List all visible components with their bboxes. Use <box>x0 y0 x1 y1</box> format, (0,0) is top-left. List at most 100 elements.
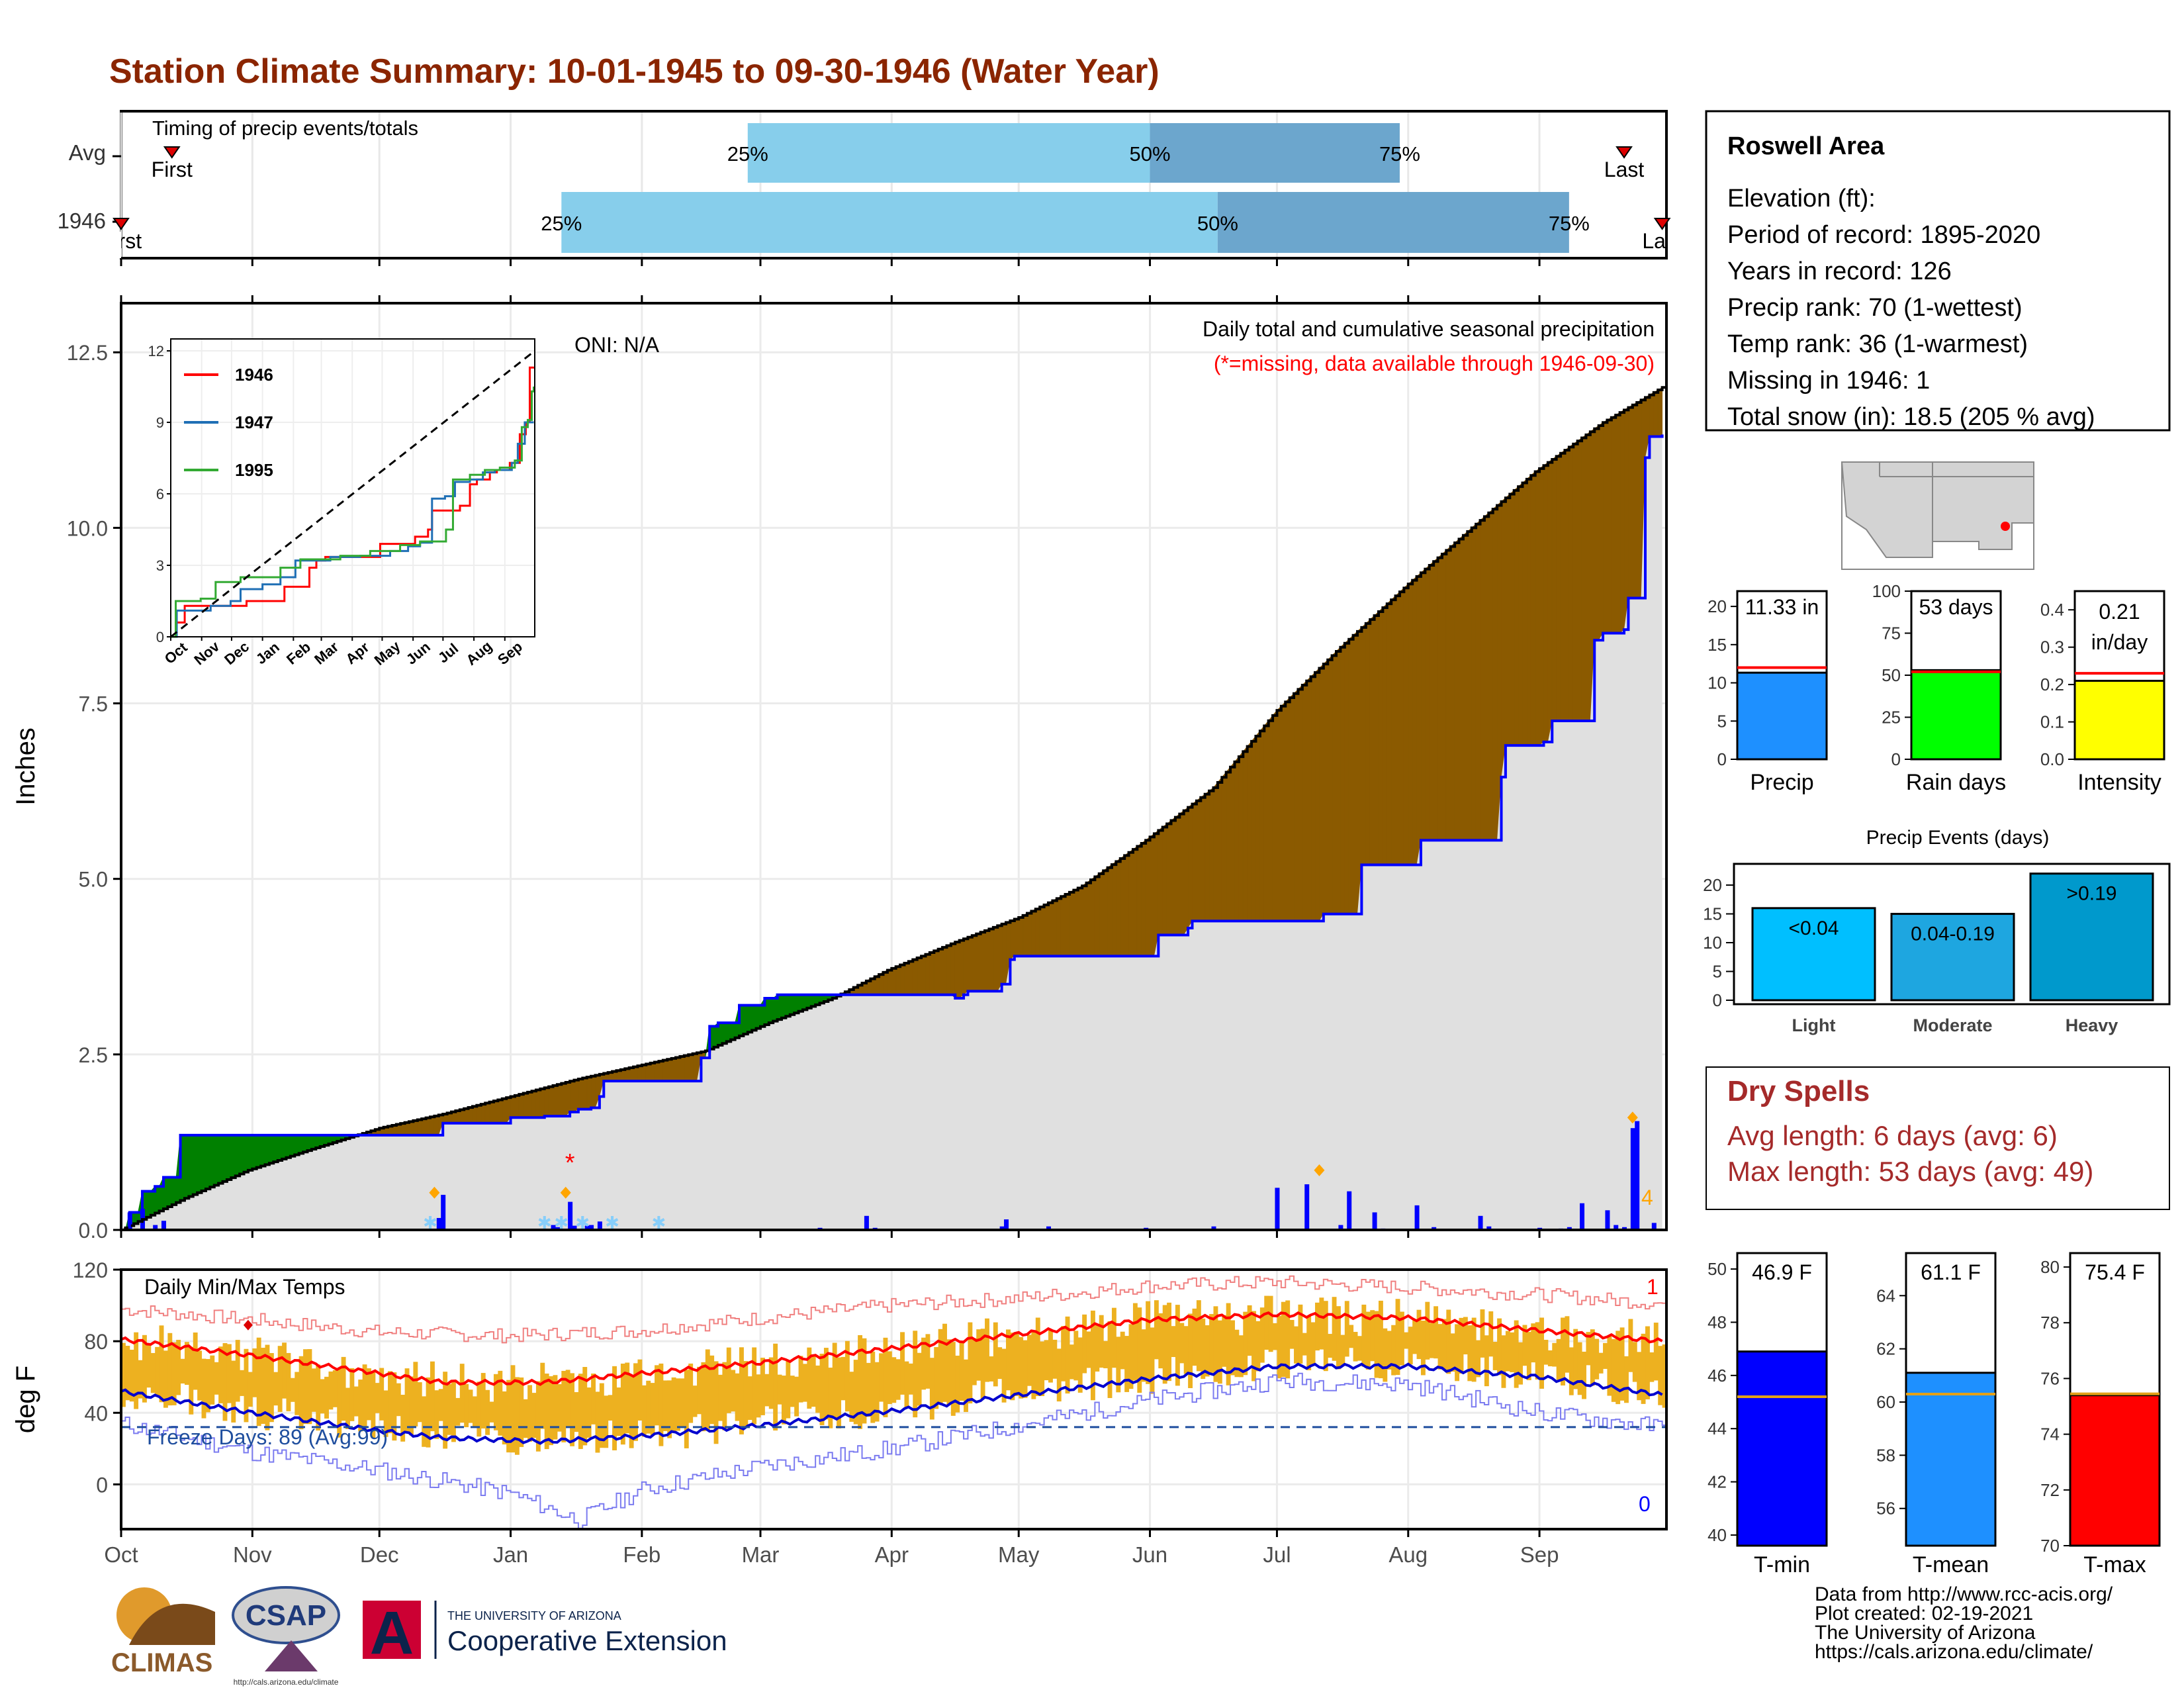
temp-daily-bar <box>756 1374 761 1418</box>
temp-daily-bar <box>760 1358 765 1415</box>
temp-daily-bar <box>1531 1323 1536 1363</box>
precip-departure-segment <box>1484 512 1489 841</box>
temp-daily-bar <box>134 1332 139 1409</box>
temp-daily-bar <box>1586 1332 1591 1366</box>
temp-gauge-value-label: 46.9 F <box>1752 1260 1812 1284</box>
precip-departure-segment <box>1124 851 1129 957</box>
temp-daily-bar <box>701 1362 706 1432</box>
temp-daily-bar <box>1476 1340 1481 1378</box>
csap-url: http://cals.arizona.edu/climate <box>234 1677 339 1687</box>
temp-daily-bar <box>1217 1320 1222 1384</box>
temp-daily-bar <box>1095 1324 1100 1372</box>
ua-a-block <box>363 1601 421 1659</box>
precip-departure-segment <box>1369 615 1375 865</box>
temp-daily-bar <box>1146 1301 1151 1384</box>
precip-1946-cumulative-line <box>121 434 1664 1231</box>
station-name: Roswell Area <box>1727 132 1885 160</box>
temp-daily-bar <box>265 1344 270 1430</box>
precip-departure-segment <box>574 1078 579 1113</box>
precip-departure-segment <box>269 1135 274 1164</box>
temp-daily-bar <box>1637 1352 1642 1401</box>
temp-gauge-tick-label: 42 <box>1707 1472 1727 1492</box>
precip-departure-segment <box>1450 542 1455 841</box>
temp-daily-bar <box>692 1385 698 1417</box>
temp-daily-bar <box>1061 1326 1066 1382</box>
temp-daily-bar <box>811 1356 816 1407</box>
events-ytick-label: 20 <box>1703 875 1722 895</box>
precip-departure-segment <box>222 1135 228 1182</box>
precip-events-chart: Precip Events (days) 0 5 10 15 20 <0.04 Light 0… <box>1703 827 2171 1035</box>
precip-daily-bar <box>1614 1225 1619 1230</box>
temp-daily-bar <box>1209 1314 1214 1373</box>
precip-departure-segment <box>1424 565 1430 841</box>
temp-xtick-label: Feb <box>623 1542 660 1567</box>
temp-daily-bar <box>565 1370 570 1427</box>
temp-gauge-tick-label: 78 <box>2040 1313 2060 1333</box>
precip-departure-segment <box>1657 387 1662 438</box>
precip-departure-segment <box>146 1191 152 1218</box>
temp-daily-bar <box>574 1392 579 1432</box>
precip-departure-segment <box>954 940 960 999</box>
temp-daily-bar <box>1437 1324 1443 1370</box>
temp-daily-bar <box>540 1362 545 1429</box>
precip-departure-segment <box>1056 896 1062 957</box>
temp-daily-bar <box>1315 1302 1320 1351</box>
temp-daily-bar <box>1378 1300 1383 1379</box>
info-elevation: Elevation (ft): <box>1727 185 1876 212</box>
precip-departure-segment <box>989 927 994 992</box>
temp-daily-bar <box>1598 1352 1604 1374</box>
inset-ytick-label: 6 <box>156 486 164 502</box>
ua-logo: A THE UNIVERSITY OF ARIZONA Cooperative … <box>363 1599 727 1667</box>
temp-daily-bar <box>142 1335 147 1403</box>
precip-departure-segment <box>1594 425 1600 641</box>
record-high-marker <box>243 1319 253 1331</box>
temp-xtick-label: Aug <box>1388 1542 1428 1567</box>
temp-daily-bar <box>1040 1341 1045 1397</box>
temp-daily-bar <box>295 1372 300 1415</box>
precip-departure-segment <box>1187 803 1193 929</box>
temp-daily-bar <box>150 1352 156 1393</box>
gauge-value-label: 53 days <box>1919 595 1993 619</box>
temp-daily-bar <box>328 1371 334 1410</box>
precip-departure-segment <box>1183 806 1189 936</box>
temp-daily-bar <box>1056 1348 1062 1402</box>
temp-daily-bar <box>1255 1321 1261 1372</box>
timing-first-label: First <box>152 158 193 181</box>
temp-daily-bar <box>887 1351 892 1405</box>
precip-departure-segment <box>1577 437 1582 722</box>
precip-daily-bar <box>568 1201 573 1230</box>
precip-daily-bar <box>436 1217 441 1230</box>
info-frame <box>1705 110 2171 432</box>
temp-daily-bar <box>1514 1320 1519 1388</box>
temp-daily-bar <box>1459 1317 1464 1374</box>
timing-band-25-50-0 <box>747 123 1150 183</box>
precip-departure-segment <box>561 1082 567 1117</box>
precip-daily-bar <box>1414 1205 1420 1230</box>
temp-daily-bar <box>972 1338 977 1385</box>
temp-daily-bar <box>514 1377 520 1455</box>
snow-marker: ✱ <box>575 1213 590 1233</box>
temp-daily-bar <box>1645 1326 1650 1399</box>
precip-departure-segment <box>1403 583 1409 865</box>
temp-daily-bar <box>1077 1337 1083 1393</box>
temp-daily-bar <box>557 1383 562 1432</box>
temp-daily-bar <box>129 1349 134 1402</box>
precip-departure-segment <box>1632 402 1637 598</box>
precip-departure-segment <box>921 954 926 996</box>
inset-avg-line <box>170 350 535 638</box>
precip-departure-segment <box>1302 680 1307 921</box>
temp-daily-bar <box>1408 1327 1413 1365</box>
temp-gauge-value-label: 75.4 F <box>2085 1260 2145 1284</box>
location-map <box>1841 461 2034 570</box>
temp-daily-bar <box>422 1396 427 1447</box>
temp-daily-bar <box>950 1342 956 1416</box>
precip-departure-segment <box>1374 611 1379 865</box>
precip-departure-segment <box>1120 855 1125 957</box>
temp-gauge-tick-label: 70 <box>2040 1536 2060 1556</box>
temp-daily-bar <box>1577 1342 1582 1395</box>
info-snow: Total snow (in): 18.5 (205 % avg) <box>1727 403 2095 431</box>
precip-departure-segment <box>1238 751 1244 921</box>
temp-daily-bar <box>468 1389 473 1423</box>
